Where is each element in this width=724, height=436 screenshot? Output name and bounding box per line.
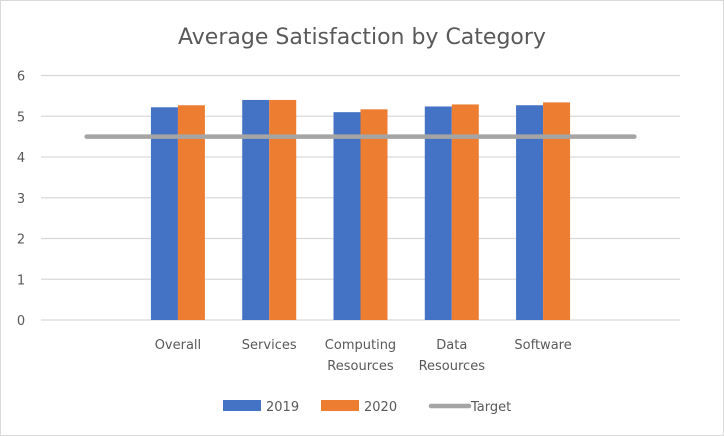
x-tick-label: Software (514, 338, 571, 353)
bar-2019 (333, 112, 361, 320)
bar-2020 (451, 104, 479, 321)
bar-2019 (516, 105, 544, 320)
bars (150, 99, 571, 321)
y-tick-label: 4 (17, 151, 25, 166)
legend-swatch-2019 (223, 400, 261, 411)
x-tick-label: Resources (327, 359, 394, 374)
y-axis-ticks: 0 1 2 3 4 5 6 (17, 70, 25, 330)
legend-swatch-2020 (321, 400, 359, 411)
y-tick-label: 0 (17, 314, 25, 329)
x-tick-label: Services (242, 338, 297, 353)
y-tick-label: 2 (17, 233, 25, 248)
x-tick-label: Resources (419, 359, 486, 374)
x-tick-label: Computing (325, 338, 396, 353)
y-tick-label: 3 (17, 192, 25, 207)
x-tick-label: Overall (155, 338, 201, 353)
legend-label-2020: 2020 (364, 400, 397, 415)
legend-label-Target: Target (470, 400, 511, 415)
bar-2020 (360, 109, 388, 320)
bar-2020 (269, 99, 297, 320)
bar-2019 (242, 99, 270, 320)
x-tick-label: Data (436, 338, 467, 353)
bar-2019 (424, 106, 452, 320)
x-axis-labels: Overall Services Computing Resources Data Res… (155, 338, 572, 374)
y-tick-label: 1 (17, 273, 25, 288)
bar-2020 (177, 105, 205, 320)
bar-2019 (150, 107, 178, 320)
y-tick-label: 5 (17, 110, 25, 125)
legend: 2019 2020 Target (223, 400, 511, 415)
legend-label-2019: 2019 (266, 400, 299, 415)
chart-title: Average Satisfaction by Category (178, 25, 546, 50)
y-tick-label: 6 (17, 70, 25, 85)
